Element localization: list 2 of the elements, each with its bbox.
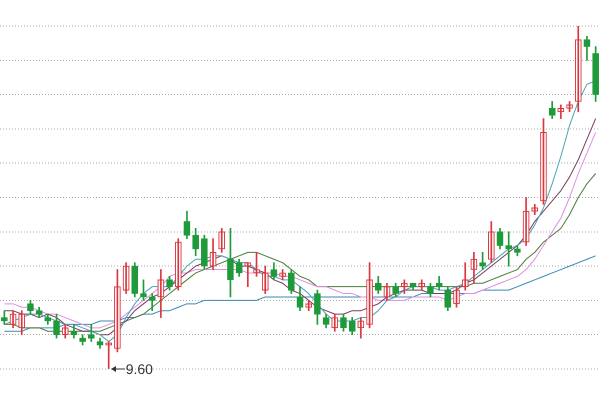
annotation: 9.60: [126, 360, 153, 378]
candlestick: [105, 341, 112, 369]
